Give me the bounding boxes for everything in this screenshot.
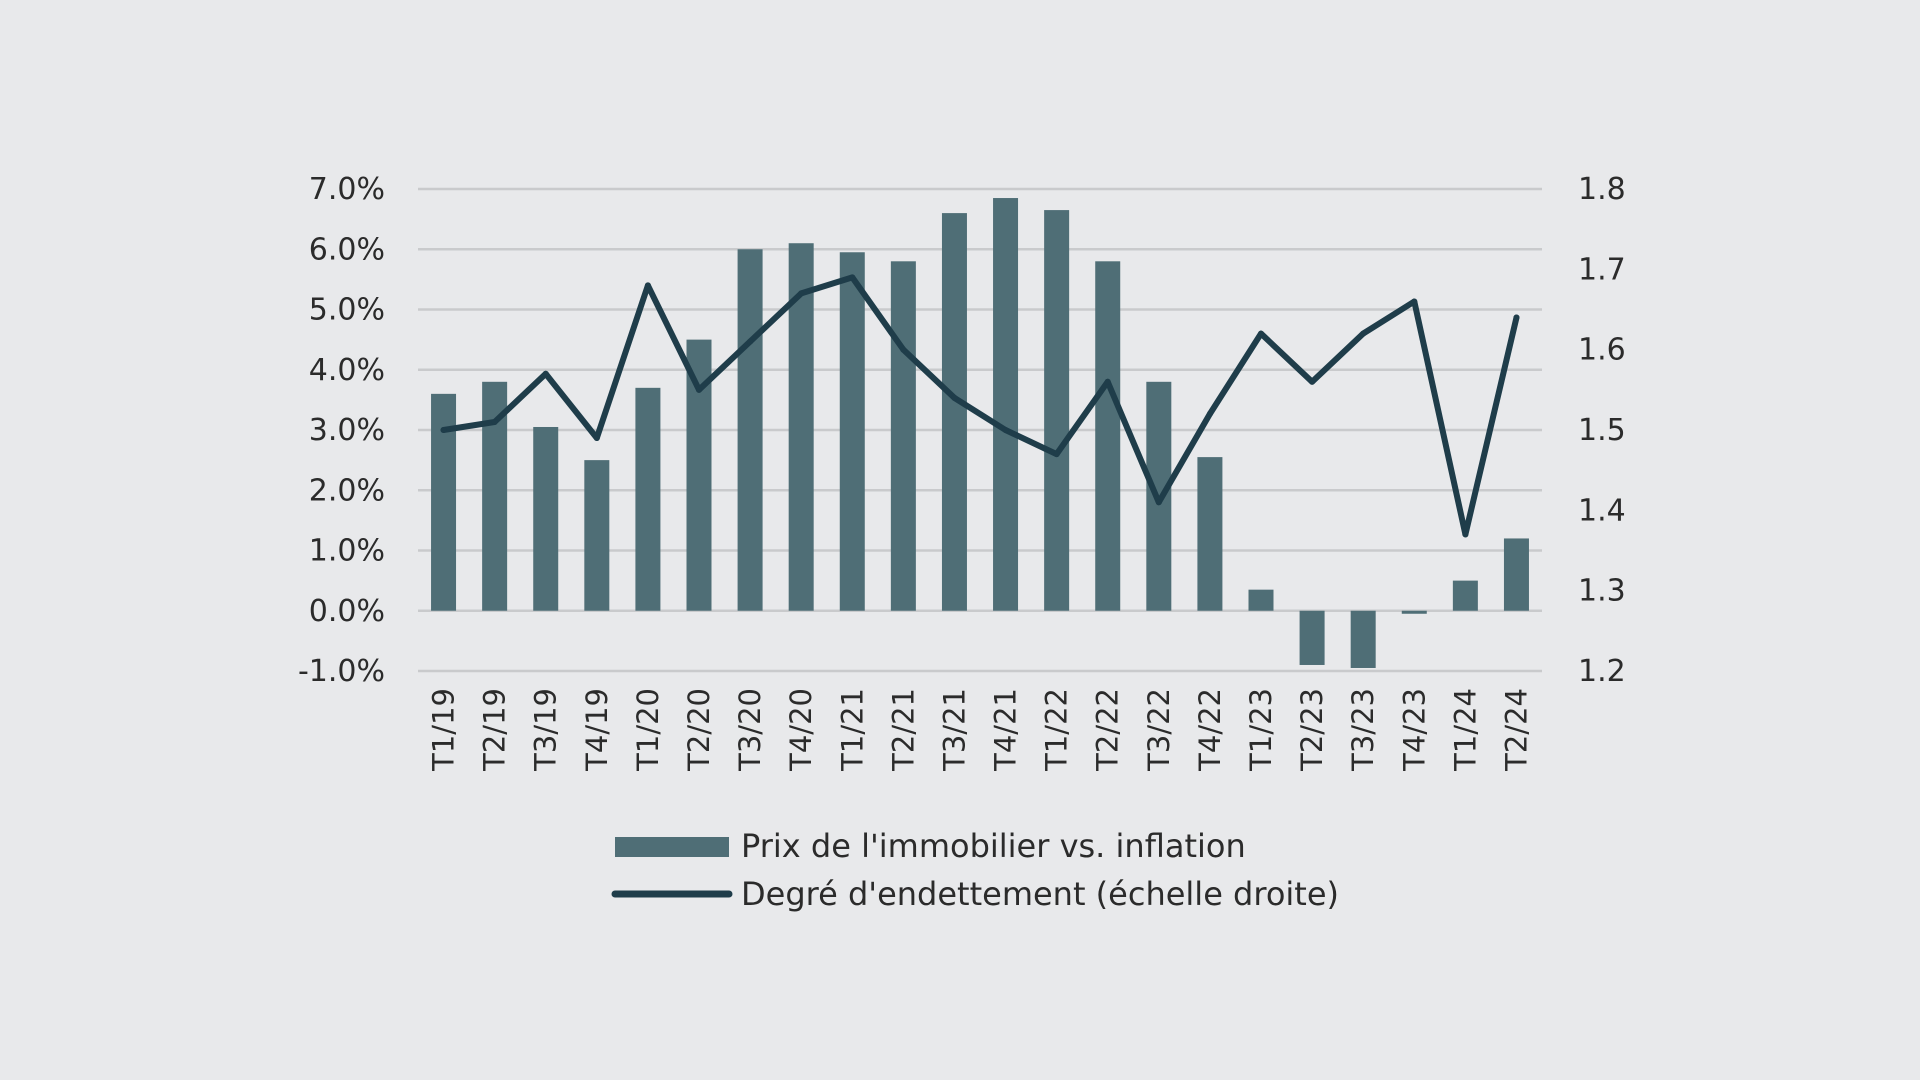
x-tick-label: T2/21 xyxy=(886,688,920,772)
line-point-T2-21 xyxy=(900,346,907,353)
left-tick-label: 0.0% xyxy=(309,594,385,629)
left-tick-label: 5.0% xyxy=(309,293,385,328)
bar-T4-22 xyxy=(1197,457,1223,611)
bar-T3-23 xyxy=(1350,610,1376,668)
line-point-T3-21 xyxy=(951,394,958,401)
line-point-T3-23 xyxy=(1360,330,1367,337)
bar-T2-21 xyxy=(890,261,916,611)
left-axis-ticks: -1.0% 0.0% 1.0% 2.0% 3.0% 4.0% 5.0% 6.0% 7.0% xyxy=(298,172,385,689)
line-point-T4-20 xyxy=(798,290,805,297)
bar-T3-20 xyxy=(737,249,763,611)
legend-bar-label: Prix de l'immobilier vs. inflation xyxy=(741,827,1246,865)
x-tick-label: T1/19 xyxy=(427,688,461,772)
x-tick-label: T1/24 xyxy=(1448,688,1482,772)
bar-T3-19 xyxy=(533,426,559,611)
x-tick-label: T4/21 xyxy=(989,688,1023,772)
left-tick-label: 4.0% xyxy=(309,353,385,388)
line-point-T1-19 xyxy=(440,427,447,433)
right-tick-label: 1.2 xyxy=(1578,654,1626,689)
right-tick-label: 1.4 xyxy=(1578,493,1626,528)
line-point-T4-22 xyxy=(1206,410,1213,417)
line-point-T2-19 xyxy=(491,418,498,425)
left-tick-label: 2.0% xyxy=(309,473,385,508)
line-point-T2-22 xyxy=(1104,378,1111,385)
right-tick-label: 1.6 xyxy=(1578,333,1626,368)
line-point-T1-23 xyxy=(1258,330,1264,337)
x-tick-label: T3/20 xyxy=(733,688,767,772)
x-tick-label: T4/22 xyxy=(1193,688,1227,772)
x-axis-ticks: T1/19 T2/19 T3/19 T4/19 T1/20 T2/20 T3/20 T4/20… xyxy=(427,688,1534,772)
x-tick-label: T4/19 xyxy=(580,688,614,772)
bar-T2-23 xyxy=(1299,610,1325,665)
right-tick-label: 1.7 xyxy=(1578,252,1626,287)
x-tick-label: T3/21 xyxy=(937,688,971,772)
left-tick-label: 3.0% xyxy=(309,413,385,448)
right-tick-label: 1.5 xyxy=(1578,413,1626,448)
bar-T2-24 xyxy=(1503,538,1529,611)
x-tick-label: T1/22 xyxy=(1040,688,1074,772)
line-series xyxy=(440,274,1520,538)
line-path xyxy=(440,274,1520,538)
bar-T1-23 xyxy=(1248,589,1274,611)
bar-T1-22 xyxy=(1044,210,1070,611)
bar-T1-20 xyxy=(635,387,661,611)
x-tick-label: T1/23 xyxy=(1244,688,1278,772)
right-tick-label: 1.3 xyxy=(1578,574,1626,609)
x-tick-label: T2/22 xyxy=(1091,688,1125,772)
line-point-T3-19 xyxy=(542,370,549,377)
x-tick-label: T3/22 xyxy=(1142,688,1176,772)
x-tick-label: T2/24 xyxy=(1499,688,1533,772)
bar-T3-21 xyxy=(941,213,967,611)
bar-T4-19 xyxy=(584,460,610,611)
line-point-T1-21 xyxy=(849,274,856,281)
bar-T4-21 xyxy=(993,198,1019,611)
x-tick-label: T2/19 xyxy=(478,688,512,772)
x-tick-label: T1/21 xyxy=(835,688,869,772)
legend: Prix de l'immobilier vs. inflation Degré… xyxy=(611,827,1339,913)
x-tick-label: T2/23 xyxy=(1295,688,1329,772)
right-axis-ticks: 1.2 1.3 1.4 1.5 1.6 1.7 1.8 xyxy=(1578,172,1626,689)
line-point-T4-23 xyxy=(1411,298,1418,305)
line-point-T2-24 xyxy=(1513,314,1520,321)
line-point-T1-24 xyxy=(1462,531,1469,538)
x-tick-label: T1/20 xyxy=(631,688,665,772)
left-tick-label: -1.0% xyxy=(298,654,385,689)
bar-T1-21 xyxy=(839,252,865,611)
line-point-T4-21 xyxy=(1002,427,1009,433)
line-point-T2-20 xyxy=(696,386,702,393)
line-point-T1-20 xyxy=(644,282,651,289)
line-point-T3-20 xyxy=(747,338,754,345)
line-point-T1-22 xyxy=(1053,451,1060,458)
left-tick-label: 7.0% xyxy=(309,172,385,207)
x-tick-label: T3/19 xyxy=(529,688,563,772)
left-tick-label: 1.0% xyxy=(309,534,385,569)
bar-T1-24 xyxy=(1452,580,1478,611)
left-tick-label: 6.0% xyxy=(309,232,385,267)
line-point-T4-19 xyxy=(593,435,600,442)
line-point-T2-23 xyxy=(1309,378,1316,385)
x-tick-label: T4/20 xyxy=(784,688,818,772)
x-tick-label: T2/20 xyxy=(682,688,716,772)
legend-bar-swatch xyxy=(615,837,729,857)
bar-T4-23 xyxy=(1401,610,1427,614)
line-point-T3-22 xyxy=(1155,499,1162,506)
bar-T2-22 xyxy=(1095,261,1121,611)
x-tick-label: T3/23 xyxy=(1346,688,1380,772)
legend-line-label: Degré d'endettement (échelle droite) xyxy=(741,875,1339,913)
right-tick-label: 1.8 xyxy=(1578,172,1626,207)
x-tick-label: T4/23 xyxy=(1397,688,1431,772)
